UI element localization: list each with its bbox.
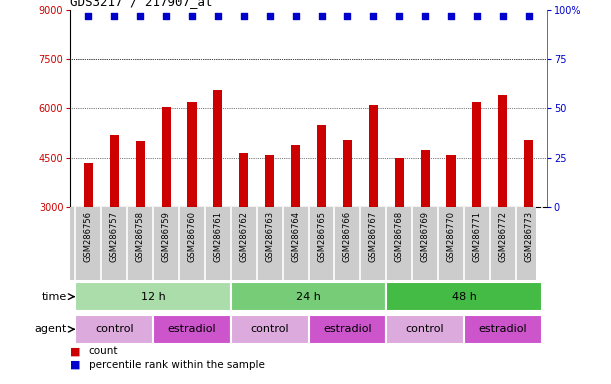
Bar: [386, 314, 464, 344]
Text: estradiol: estradiol: [323, 324, 371, 334]
Text: GSM286769: GSM286769: [420, 211, 430, 262]
Text: GSM286756: GSM286756: [84, 211, 93, 262]
Text: control: control: [95, 324, 134, 334]
Text: 24 h: 24 h: [296, 291, 321, 302]
Bar: [75, 314, 153, 344]
Text: ■: ■: [70, 360, 81, 370]
Bar: [420, 150, 430, 306]
Text: GSM286762: GSM286762: [240, 211, 248, 262]
Text: GSM286768: GSM286768: [395, 211, 404, 262]
Point: [161, 12, 171, 18]
Point: [109, 12, 119, 18]
Bar: [386, 282, 542, 311]
Bar: [231, 282, 386, 311]
Text: count: count: [89, 346, 118, 356]
Point: [291, 12, 301, 18]
Text: GDS3217 / 217907_at: GDS3217 / 217907_at: [70, 0, 213, 8]
Bar: [309, 314, 386, 344]
Bar: [291, 145, 300, 306]
Point: [420, 12, 430, 18]
Text: GSM286763: GSM286763: [265, 211, 274, 262]
Bar: [188, 102, 197, 306]
Bar: [153, 314, 231, 344]
Text: control: control: [406, 324, 444, 334]
Text: agent: agent: [35, 324, 67, 334]
Text: time: time: [42, 291, 67, 302]
Text: GSM286767: GSM286767: [369, 211, 378, 262]
Bar: [110, 135, 119, 306]
Point: [343, 12, 353, 18]
Text: ■: ■: [70, 346, 81, 356]
Bar: [84, 163, 93, 306]
Point: [265, 12, 274, 18]
Point: [524, 12, 533, 18]
Bar: [213, 90, 222, 306]
Text: 48 h: 48 h: [452, 291, 477, 302]
Point: [368, 12, 378, 18]
Bar: [240, 153, 248, 306]
Bar: [499, 95, 507, 306]
Text: 12 h: 12 h: [141, 291, 166, 302]
Text: GSM286757: GSM286757: [110, 211, 119, 262]
Text: GSM286765: GSM286765: [317, 211, 326, 262]
Text: GSM286758: GSM286758: [136, 211, 145, 262]
Bar: [524, 140, 533, 306]
Text: GSM286761: GSM286761: [213, 211, 222, 262]
Point: [213, 12, 223, 18]
Point: [498, 12, 508, 18]
Bar: [265, 155, 274, 306]
Bar: [395, 158, 404, 306]
Text: GSM286771: GSM286771: [472, 211, 481, 262]
Bar: [136, 141, 145, 306]
Bar: [161, 107, 170, 306]
Bar: [369, 105, 378, 306]
Bar: [75, 282, 231, 311]
Text: GSM286760: GSM286760: [188, 211, 197, 262]
Bar: [231, 314, 309, 344]
Point: [394, 12, 404, 18]
Bar: [317, 125, 326, 306]
Text: GSM286770: GSM286770: [447, 211, 456, 262]
Text: GSM286772: GSM286772: [499, 211, 507, 262]
Point: [84, 12, 93, 18]
Text: control: control: [251, 324, 289, 334]
Text: percentile rank within the sample: percentile rank within the sample: [89, 360, 265, 370]
Text: GSM286764: GSM286764: [291, 211, 300, 262]
Text: GSM286773: GSM286773: [524, 211, 533, 262]
Point: [316, 12, 326, 18]
Point: [135, 12, 145, 18]
Point: [472, 12, 482, 18]
Bar: [472, 102, 481, 306]
Bar: [343, 140, 352, 306]
Bar: [464, 314, 542, 344]
Text: GSM286759: GSM286759: [161, 211, 170, 262]
Point: [239, 12, 249, 18]
Text: estradiol: estradiol: [478, 324, 527, 334]
Text: estradiol: estradiol: [167, 324, 216, 334]
Point: [446, 12, 456, 18]
Point: [187, 12, 197, 18]
Text: GSM286766: GSM286766: [343, 211, 352, 262]
Bar: [447, 155, 456, 306]
